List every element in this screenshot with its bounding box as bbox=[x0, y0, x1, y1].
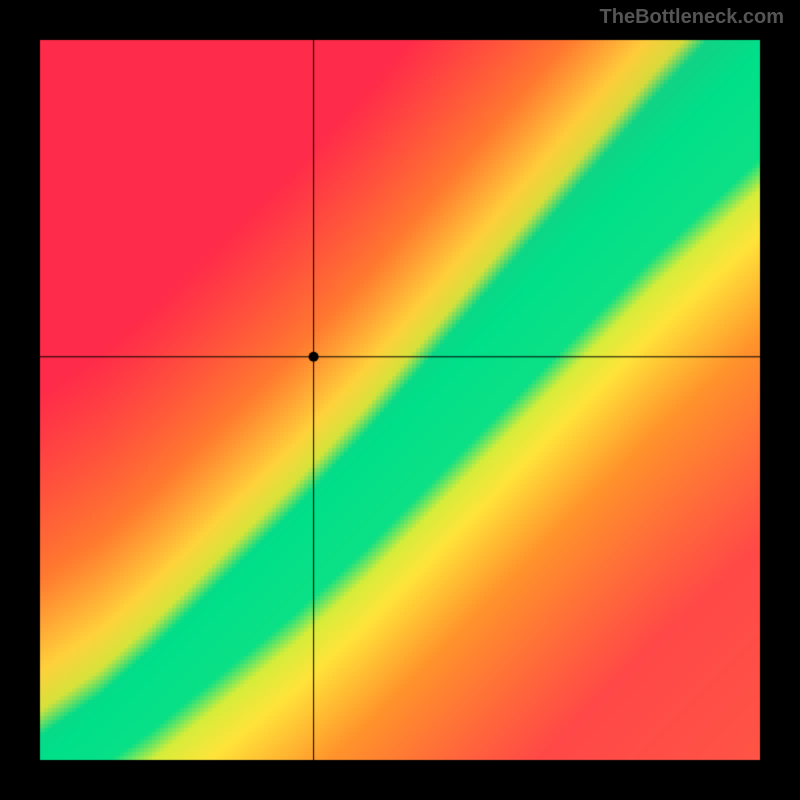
watermark-text: TheBottleneck.com bbox=[600, 6, 784, 29]
bottleneck-heatmap bbox=[0, 0, 800, 800]
